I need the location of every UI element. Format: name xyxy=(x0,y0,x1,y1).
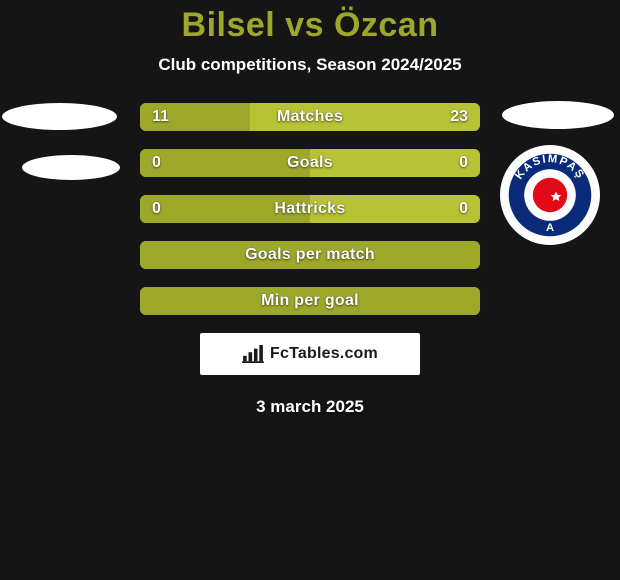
stat-row: Goals per match xyxy=(140,241,480,269)
comparison-panel: KASIMPAŞ A Matches1123Goals00Hattricks00… xyxy=(0,103,620,417)
right-club-badge: KASIMPAŞ A xyxy=(500,145,600,245)
brand-box: FcTables.com xyxy=(200,333,420,375)
stat-row: Matches11 23 xyxy=(140,103,480,131)
right-club-placeholder xyxy=(502,101,614,129)
bar-chart-icon xyxy=(242,345,264,363)
stat-label: Goals per match xyxy=(140,241,480,269)
stat-row: Goals0 0 xyxy=(140,149,480,177)
stat-row: Hattricks0 0 xyxy=(140,195,480,223)
svg-text:A: A xyxy=(546,222,554,234)
brand-text: FcTables.com xyxy=(270,345,378,363)
date-label: 3 march 2025 xyxy=(0,397,620,417)
stat-label: Min per goal xyxy=(140,287,480,315)
page-title: Bilsel vs Özcan xyxy=(0,0,620,45)
stat-label: Hattricks xyxy=(140,195,480,223)
stat-label: Matches xyxy=(140,103,480,131)
subtitle: Club competitions, Season 2024/2025 xyxy=(0,55,620,75)
stat-value-left: 0 xyxy=(152,195,161,223)
left-club-placeholder-2 xyxy=(22,155,120,180)
stat-value-left: 0 xyxy=(152,149,161,177)
stat-label: Goals xyxy=(140,149,480,177)
kasimpasa-badge-icon: KASIMPAŞ A xyxy=(507,152,593,238)
stat-bars: Matches1123Goals00Hattricks00Goals per m… xyxy=(140,103,480,315)
stat-value-left: 11 xyxy=(152,103,169,131)
stat-row: Min per goal xyxy=(140,287,480,315)
fctables-logo: FcTables.com xyxy=(242,345,378,363)
stat-value-right: 0 xyxy=(459,195,468,223)
stat-value-right: 23 xyxy=(450,103,468,131)
left-club-placeholder-1 xyxy=(2,103,117,130)
stat-value-right: 0 xyxy=(459,149,468,177)
